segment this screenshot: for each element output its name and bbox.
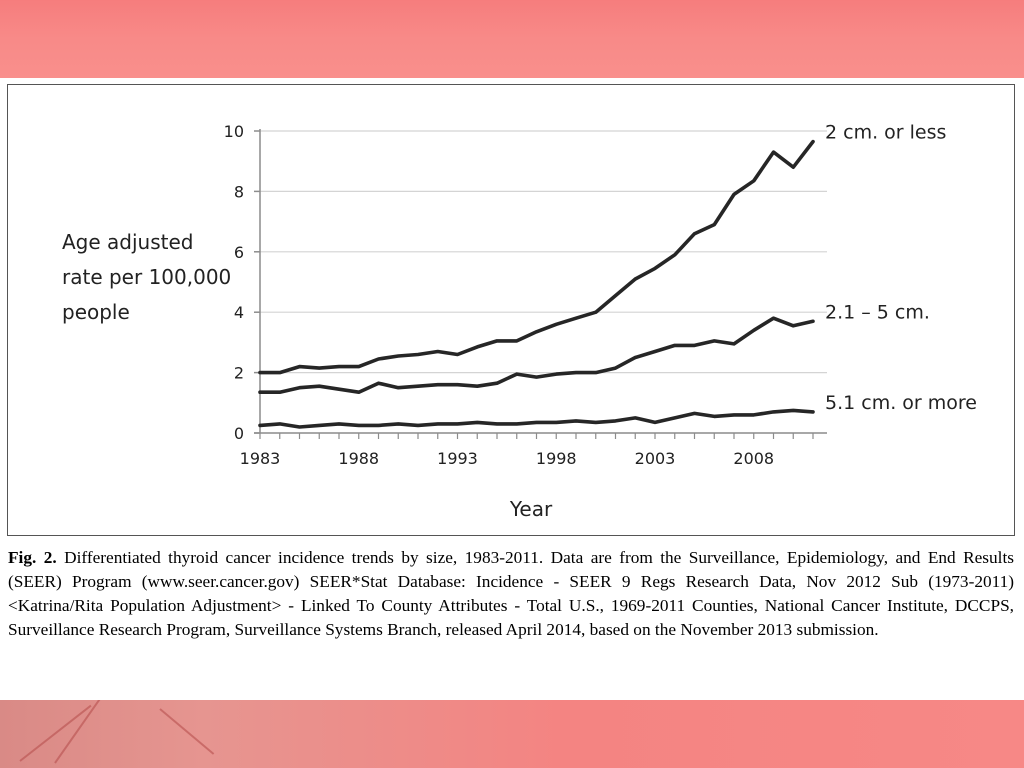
series-label: 5.1 cm. or more bbox=[825, 392, 977, 414]
x-tick-label: 2003 bbox=[635, 449, 676, 468]
series-label: 2 cm. or less bbox=[825, 122, 946, 144]
y-axis-label-line: Age adjusted bbox=[62, 230, 193, 254]
axes bbox=[254, 129, 827, 439]
slide-header-band bbox=[0, 0, 1024, 78]
series-label: 2.1 – 5 cm. bbox=[825, 301, 930, 323]
x-tick-label: 1993 bbox=[437, 449, 478, 468]
y-axis-label-line: people bbox=[62, 300, 130, 324]
series-lines bbox=[258, 139, 815, 429]
x-tick-label: 1988 bbox=[338, 449, 379, 468]
figure-number: Fig. 2. bbox=[8, 548, 57, 567]
series-line-2 bbox=[258, 316, 815, 395]
x-tick-label: 1983 bbox=[240, 449, 281, 468]
y-axis-label: Age adjusted rate per 100,000 people bbox=[62, 230, 231, 324]
y-tick-label: 6 bbox=[234, 243, 244, 262]
x-tick-label: 1998 bbox=[536, 449, 577, 468]
decorative-streak bbox=[159, 708, 215, 755]
thyroid-incidence-chart: 0 2 4 6 8 10 1983 1988 1993 1998 2003 2008 2 cm. o… bbox=[62, 122, 977, 521]
figure-frame bbox=[7, 84, 1015, 536]
y-tick-label: 8 bbox=[234, 182, 244, 201]
slide-footer-band bbox=[0, 700, 1024, 768]
caption-text: Differentiated thyroid cancer incidence … bbox=[8, 548, 1014, 639]
y-tick-label: 2 bbox=[234, 364, 244, 383]
x-axis-label: Year bbox=[509, 497, 553, 521]
x-tick-label: 2008 bbox=[733, 449, 774, 468]
series-labels: 2 cm. or less 2.1 – 5 cm. 5.1 cm. or more bbox=[825, 122, 977, 414]
series-line-1 bbox=[258, 139, 815, 375]
grid-lines bbox=[260, 130, 827, 374]
y-tick-labels: 0 2 4 6 8 10 bbox=[224, 122, 244, 443]
decorative-streak bbox=[54, 700, 102, 764]
y-tick-label: 0 bbox=[234, 424, 244, 443]
figure-caption: Fig. 2. Differentiated thyroid cancer in… bbox=[8, 546, 1014, 642]
y-axis-label-line: rate per 100,000 bbox=[62, 265, 231, 289]
decorative-streak bbox=[19, 704, 92, 762]
y-tick-label: 10 bbox=[224, 122, 244, 141]
y-tick-label: 4 bbox=[234, 303, 244, 322]
series-line-3 bbox=[258, 408, 815, 429]
x-tick-labels: 1983 1988 1993 1998 2003 2008 bbox=[240, 449, 774, 468]
